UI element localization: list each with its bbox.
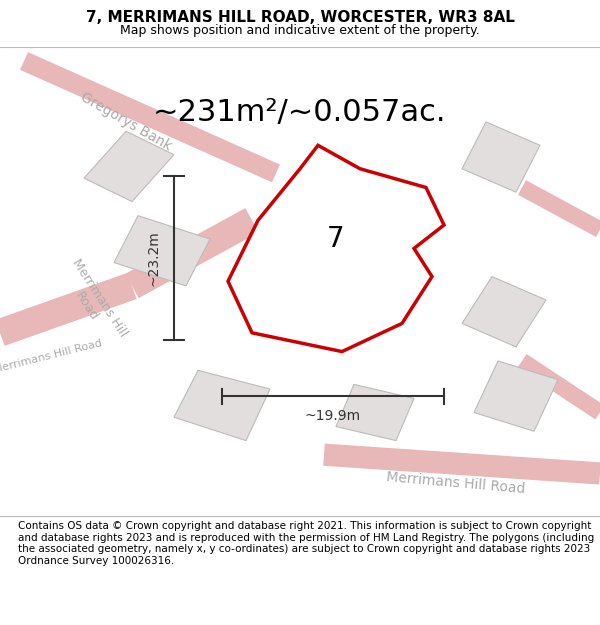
Polygon shape	[462, 122, 540, 192]
Polygon shape	[336, 384, 414, 441]
Text: ~231m²/~0.057ac.: ~231m²/~0.057ac.	[153, 98, 447, 127]
Polygon shape	[84, 131, 174, 201]
Text: Gregorys Bank: Gregorys Bank	[78, 90, 174, 154]
Text: 7: 7	[327, 226, 345, 254]
Polygon shape	[114, 216, 210, 286]
Text: Merrimans Hill
Road: Merrimans Hill Road	[56, 257, 130, 348]
Text: ~19.9m: ~19.9m	[305, 409, 361, 423]
Text: Map shows position and indicative extent of the property.: Map shows position and indicative extent…	[120, 24, 480, 36]
Polygon shape	[474, 361, 558, 431]
Polygon shape	[174, 370, 270, 441]
Text: Contains OS data © Crown copyright and database right 2021. This information is : Contains OS data © Crown copyright and d…	[18, 521, 594, 566]
Polygon shape	[462, 276, 546, 347]
Text: ~23.2m: ~23.2m	[147, 230, 161, 286]
Text: Merrimans Hill Road: Merrimans Hill Road	[0, 338, 104, 374]
Text: 7, MERRIMANS HILL ROAD, WORCESTER, WR3 8AL: 7, MERRIMANS HILL ROAD, WORCESTER, WR3 8…	[86, 10, 514, 25]
Text: Merrimans Hill Road: Merrimans Hill Road	[386, 470, 526, 496]
Polygon shape	[228, 145, 444, 351]
